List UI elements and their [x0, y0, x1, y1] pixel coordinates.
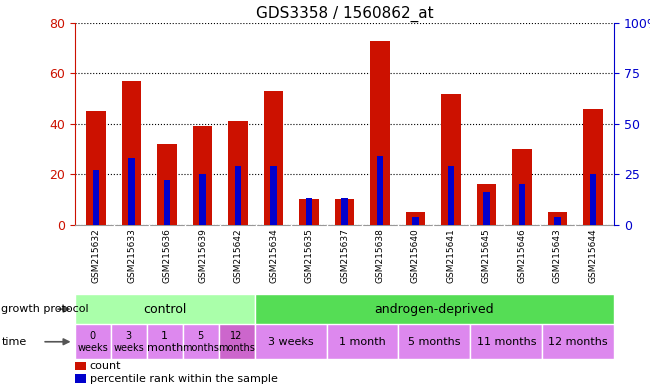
Bar: [270, 166, 277, 225]
Text: GSM215632: GSM215632: [92, 228, 101, 283]
Bar: [147, 324, 183, 359]
Bar: [512, 149, 532, 225]
Bar: [484, 192, 489, 225]
Text: GSM215633: GSM215633: [127, 228, 136, 283]
Bar: [200, 174, 205, 225]
Bar: [111, 324, 147, 359]
Text: 1
month: 1 month: [146, 331, 183, 353]
Bar: [264, 91, 283, 225]
Bar: [542, 324, 614, 359]
Bar: [122, 81, 141, 225]
Bar: [75, 362, 86, 370]
Text: GSM215636: GSM215636: [162, 228, 172, 283]
Text: GSM215646: GSM215646: [517, 228, 526, 283]
Bar: [590, 174, 596, 225]
Bar: [157, 144, 177, 225]
Text: time: time: [1, 337, 27, 347]
Bar: [326, 324, 398, 359]
Bar: [519, 184, 525, 225]
Text: GSM215641: GSM215641: [447, 228, 456, 283]
Text: androgen-deprived: androgen-deprived: [374, 303, 494, 316]
Text: GSM215634: GSM215634: [269, 228, 278, 283]
Bar: [218, 324, 255, 359]
Text: GSM215643: GSM215643: [553, 228, 562, 283]
Text: percentile rank within the sample: percentile rank within the sample: [90, 374, 278, 384]
Text: GSM215637: GSM215637: [340, 228, 349, 283]
Text: 5 months: 5 months: [408, 337, 461, 347]
Bar: [86, 111, 106, 225]
Bar: [548, 212, 567, 225]
Bar: [75, 374, 86, 383]
Text: GSM215642: GSM215642: [233, 228, 242, 283]
Bar: [370, 41, 390, 225]
Bar: [471, 324, 542, 359]
Text: GSM215645: GSM215645: [482, 228, 491, 283]
Bar: [583, 109, 603, 225]
Text: control: control: [143, 303, 187, 316]
Bar: [306, 199, 312, 225]
Text: 12 months: 12 months: [549, 337, 608, 347]
Text: 12
months: 12 months: [218, 331, 255, 353]
Bar: [554, 217, 561, 225]
Bar: [476, 184, 496, 225]
Bar: [406, 212, 425, 225]
Bar: [193, 126, 213, 225]
Bar: [75, 294, 255, 324]
Text: growth protocol: growth protocol: [1, 304, 89, 314]
Bar: [228, 121, 248, 225]
Bar: [341, 199, 348, 225]
Bar: [164, 180, 170, 225]
Bar: [93, 170, 99, 225]
Text: GSM215640: GSM215640: [411, 228, 420, 283]
Bar: [398, 324, 471, 359]
Text: 3 weeks: 3 weeks: [268, 337, 313, 347]
Text: 1 month: 1 month: [339, 337, 386, 347]
Bar: [128, 158, 135, 225]
Bar: [235, 166, 241, 225]
Bar: [377, 156, 384, 225]
Text: GSM215644: GSM215644: [588, 228, 597, 283]
Bar: [412, 217, 419, 225]
Bar: [255, 294, 614, 324]
Text: 0
weeks: 0 weeks: [77, 331, 108, 353]
Bar: [448, 166, 454, 225]
Title: GDS3358 / 1560862_at: GDS3358 / 1560862_at: [255, 5, 434, 22]
Bar: [255, 324, 326, 359]
Text: 11 months: 11 months: [476, 337, 536, 347]
Bar: [299, 199, 318, 225]
Bar: [75, 324, 110, 359]
Bar: [335, 199, 354, 225]
Bar: [441, 94, 461, 225]
Text: GSM215638: GSM215638: [376, 228, 385, 283]
Text: GSM215635: GSM215635: [304, 228, 313, 283]
Text: 3
weeks: 3 weeks: [113, 331, 144, 353]
Text: 5
months: 5 months: [182, 331, 219, 353]
Bar: [183, 324, 218, 359]
Text: GSM215639: GSM215639: [198, 228, 207, 283]
Text: count: count: [90, 361, 121, 371]
